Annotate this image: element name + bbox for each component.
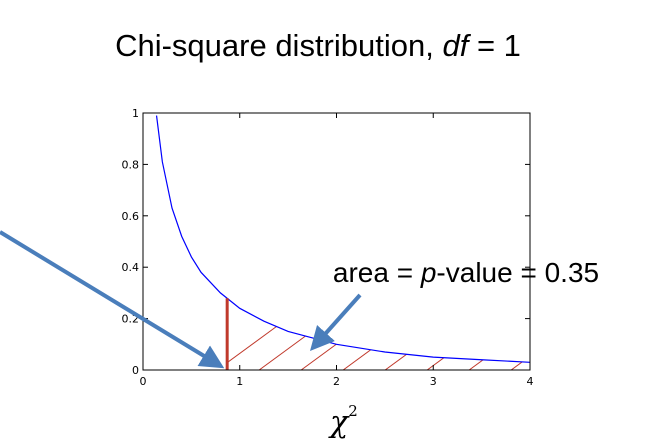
title-part: Chi-square distribution, xyxy=(115,28,442,63)
annotation-part: area = xyxy=(333,257,421,288)
y-tick-label: 1 xyxy=(132,107,139,120)
x-axis-label: χ2 xyxy=(328,402,358,440)
title-part: df xyxy=(442,28,471,63)
title-part: = 1 xyxy=(468,28,521,63)
x-tick-label: 0 xyxy=(140,375,147,388)
hatch-line xyxy=(227,325,278,370)
y-tick-label: 0 xyxy=(132,364,139,377)
annotation-part: -value = 0.35 xyxy=(436,257,599,288)
arrow xyxy=(310,293,362,351)
curve xyxy=(155,115,531,363)
x-label-symbol: χ xyxy=(328,405,350,440)
y-tick-label: 0.8 xyxy=(122,158,140,171)
hatch xyxy=(227,325,531,370)
chart-title: Chi-square distribution, df = 1 xyxy=(115,28,521,63)
axes-box xyxy=(142,112,531,371)
y-tick-label: 0.4 xyxy=(122,261,140,274)
arrow xyxy=(0,230,225,369)
annotation-part: p xyxy=(420,257,437,288)
x-tick-label: 3 xyxy=(430,375,437,388)
x-label-exponent: 2 xyxy=(348,402,358,420)
y-tick-label: 0.6 xyxy=(122,210,140,223)
x-tick-label: 2 xyxy=(333,375,340,388)
hatch-line xyxy=(510,325,531,370)
x-tick-label: 1 xyxy=(236,375,243,388)
annotation: area = p-value = 0.35 xyxy=(333,257,599,288)
x-tick-label: 4 xyxy=(527,375,534,388)
